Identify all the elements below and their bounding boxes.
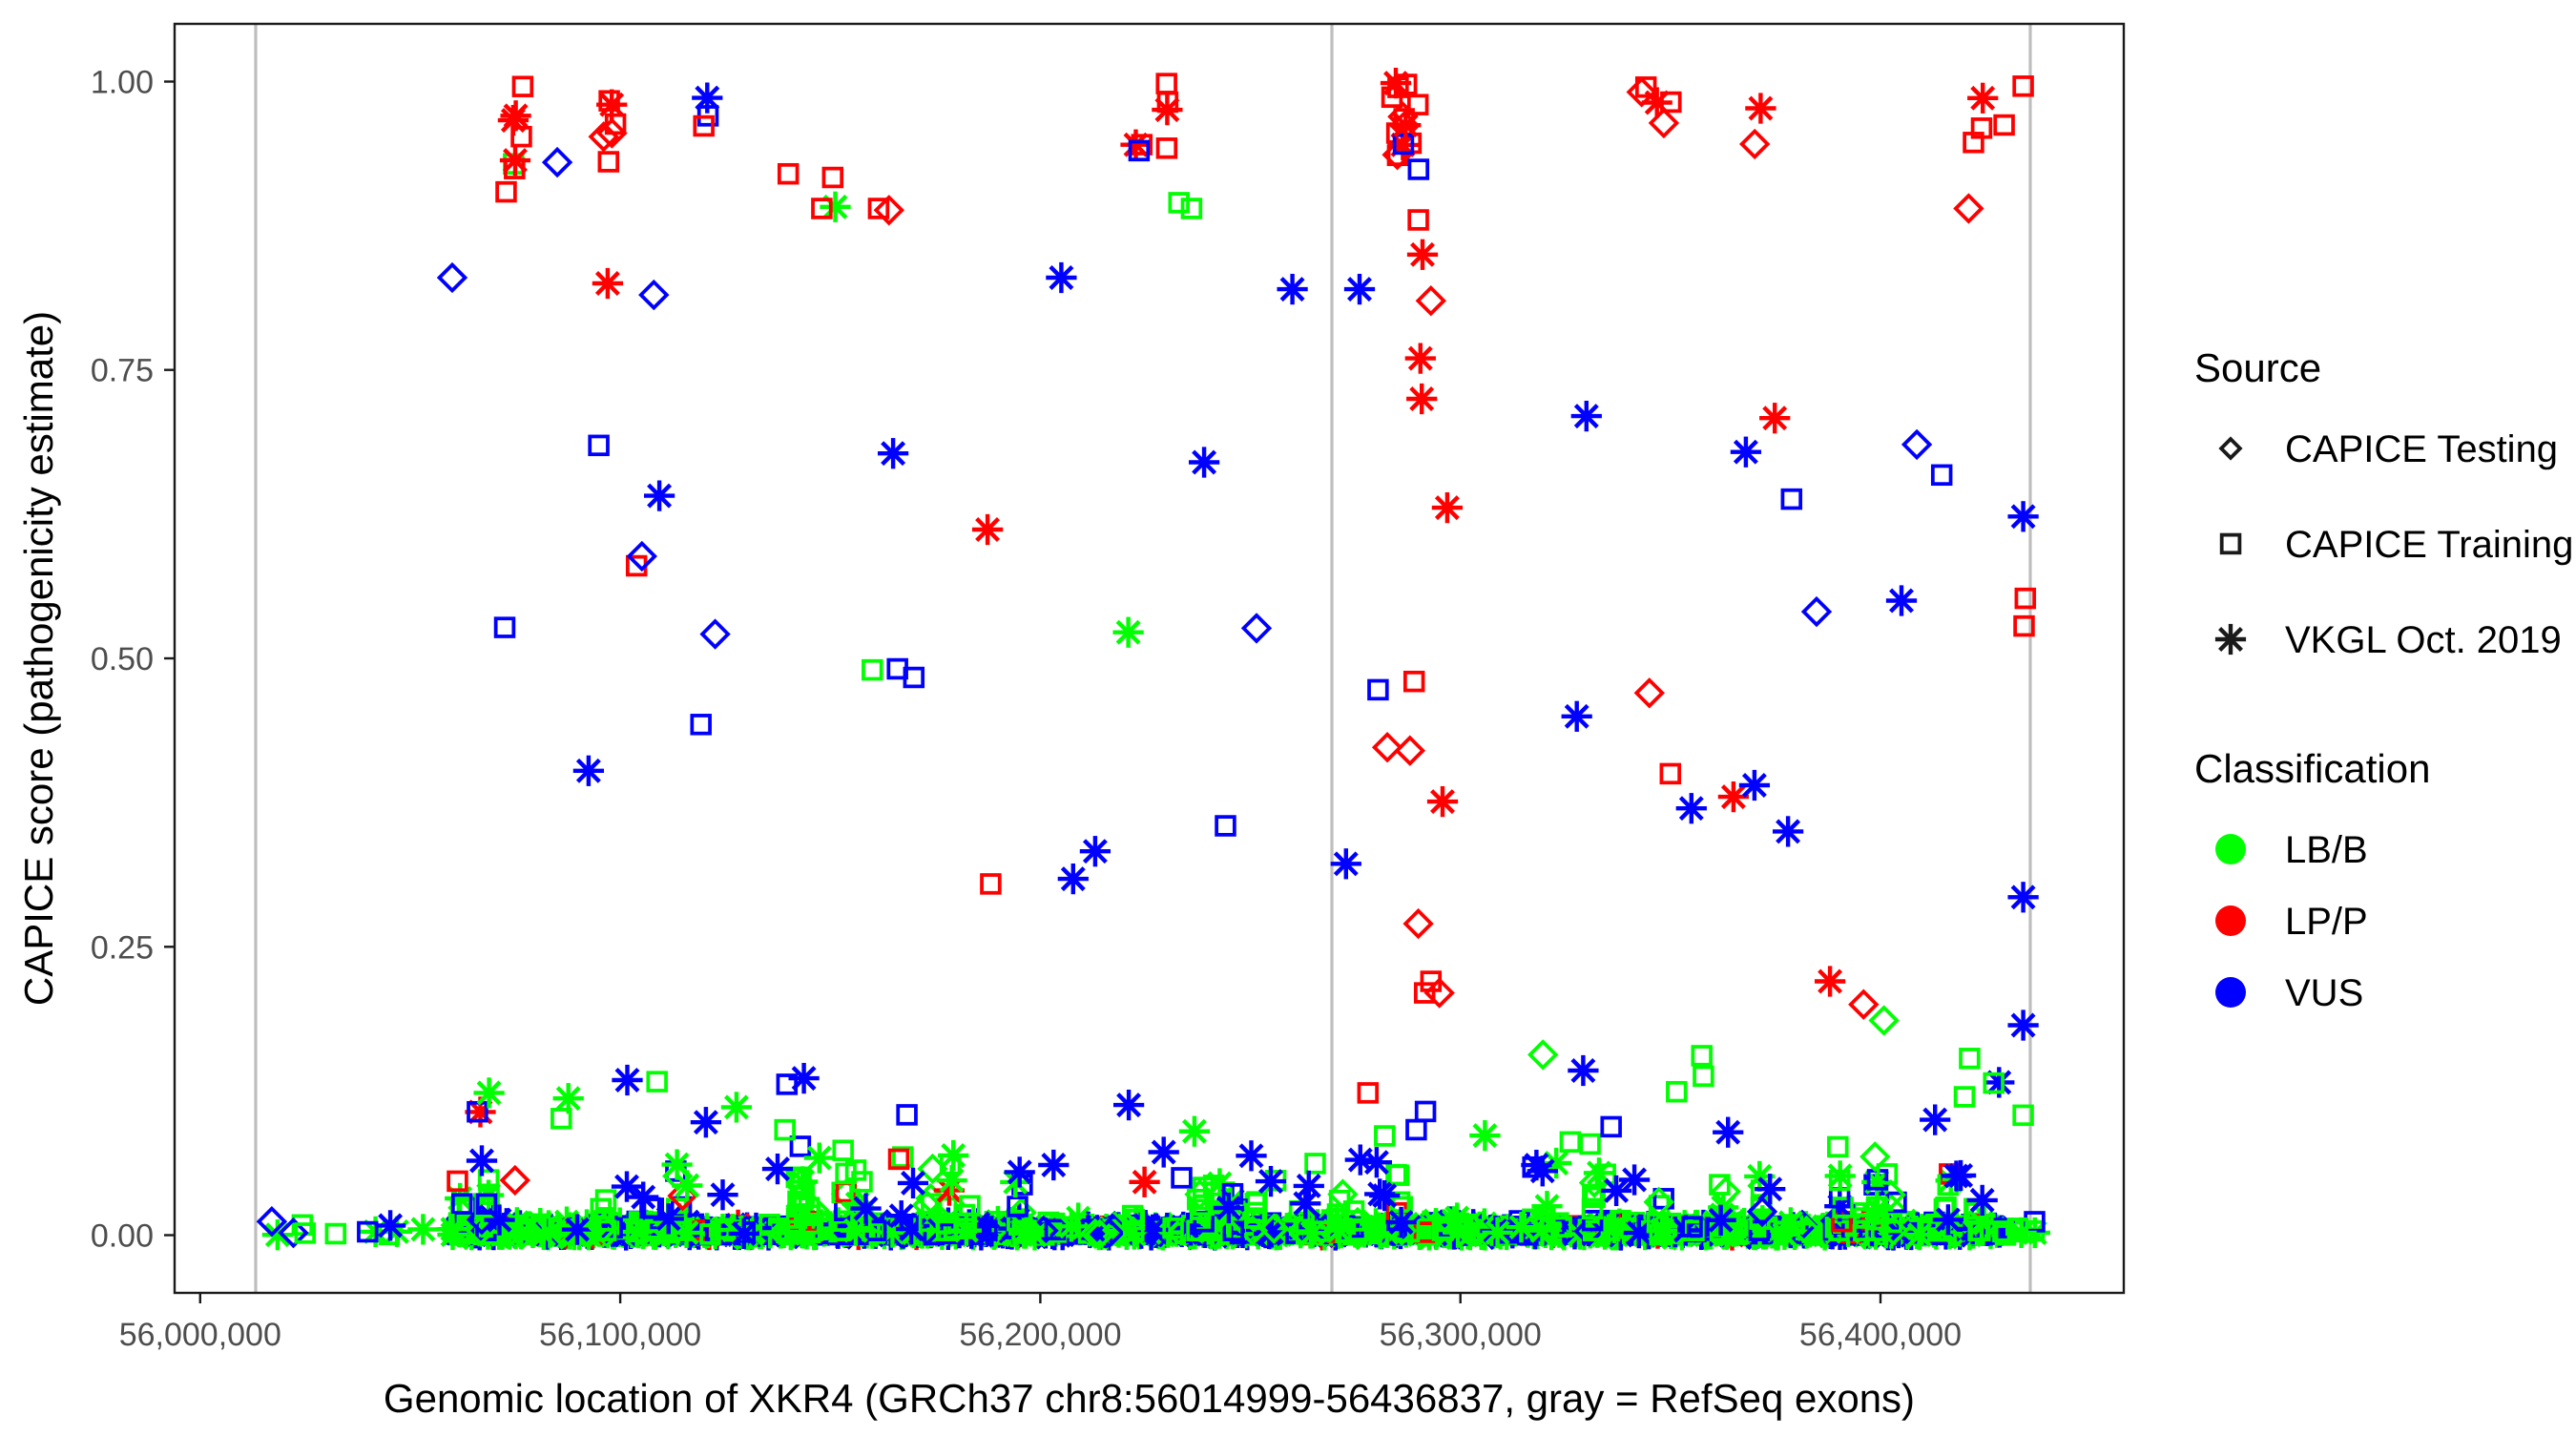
- svg-text:56,200,000: 56,200,000: [959, 1317, 1121, 1353]
- svg-text:56,400,000: 56,400,000: [1799, 1317, 1962, 1353]
- svg-text:56,100,000: 56,100,000: [539, 1317, 701, 1353]
- svg-text:Classification: Classification: [2194, 746, 2430, 791]
- svg-text:1.00: 1.00: [91, 65, 154, 101]
- svg-text:LB/B: LB/B: [2285, 829, 2368, 871]
- svg-text:CAPICE score (pathogenicity es: CAPICE score (pathogenicity estimate): [16, 311, 61, 1006]
- svg-text:CAPICE Training: CAPICE Training: [2285, 524, 2573, 566]
- svg-text:56,300,000: 56,300,000: [1380, 1317, 1542, 1353]
- svg-text:VKGL Oct. 2019: VKGL Oct. 2019: [2285, 619, 2562, 661]
- svg-text:Source: Source: [2194, 345, 2321, 390]
- svg-text:0.00: 0.00: [91, 1218, 154, 1255]
- svg-text:0.75: 0.75: [91, 353, 154, 389]
- svg-text:VUS: VUS: [2285, 972, 2363, 1014]
- svg-text:Genomic location of XKR4 (GRCh: Genomic location of XKR4 (GRCh37 chr8:56…: [384, 1376, 1915, 1421]
- svg-text:LP/P: LP/P: [2285, 901, 2368, 943]
- svg-text:56,000,000: 56,000,000: [119, 1317, 281, 1353]
- svg-text:0.50: 0.50: [91, 641, 154, 677]
- svg-text:CAPICE Testing: CAPICE Testing: [2285, 428, 2558, 470]
- svg-text:0.25: 0.25: [91, 929, 154, 966]
